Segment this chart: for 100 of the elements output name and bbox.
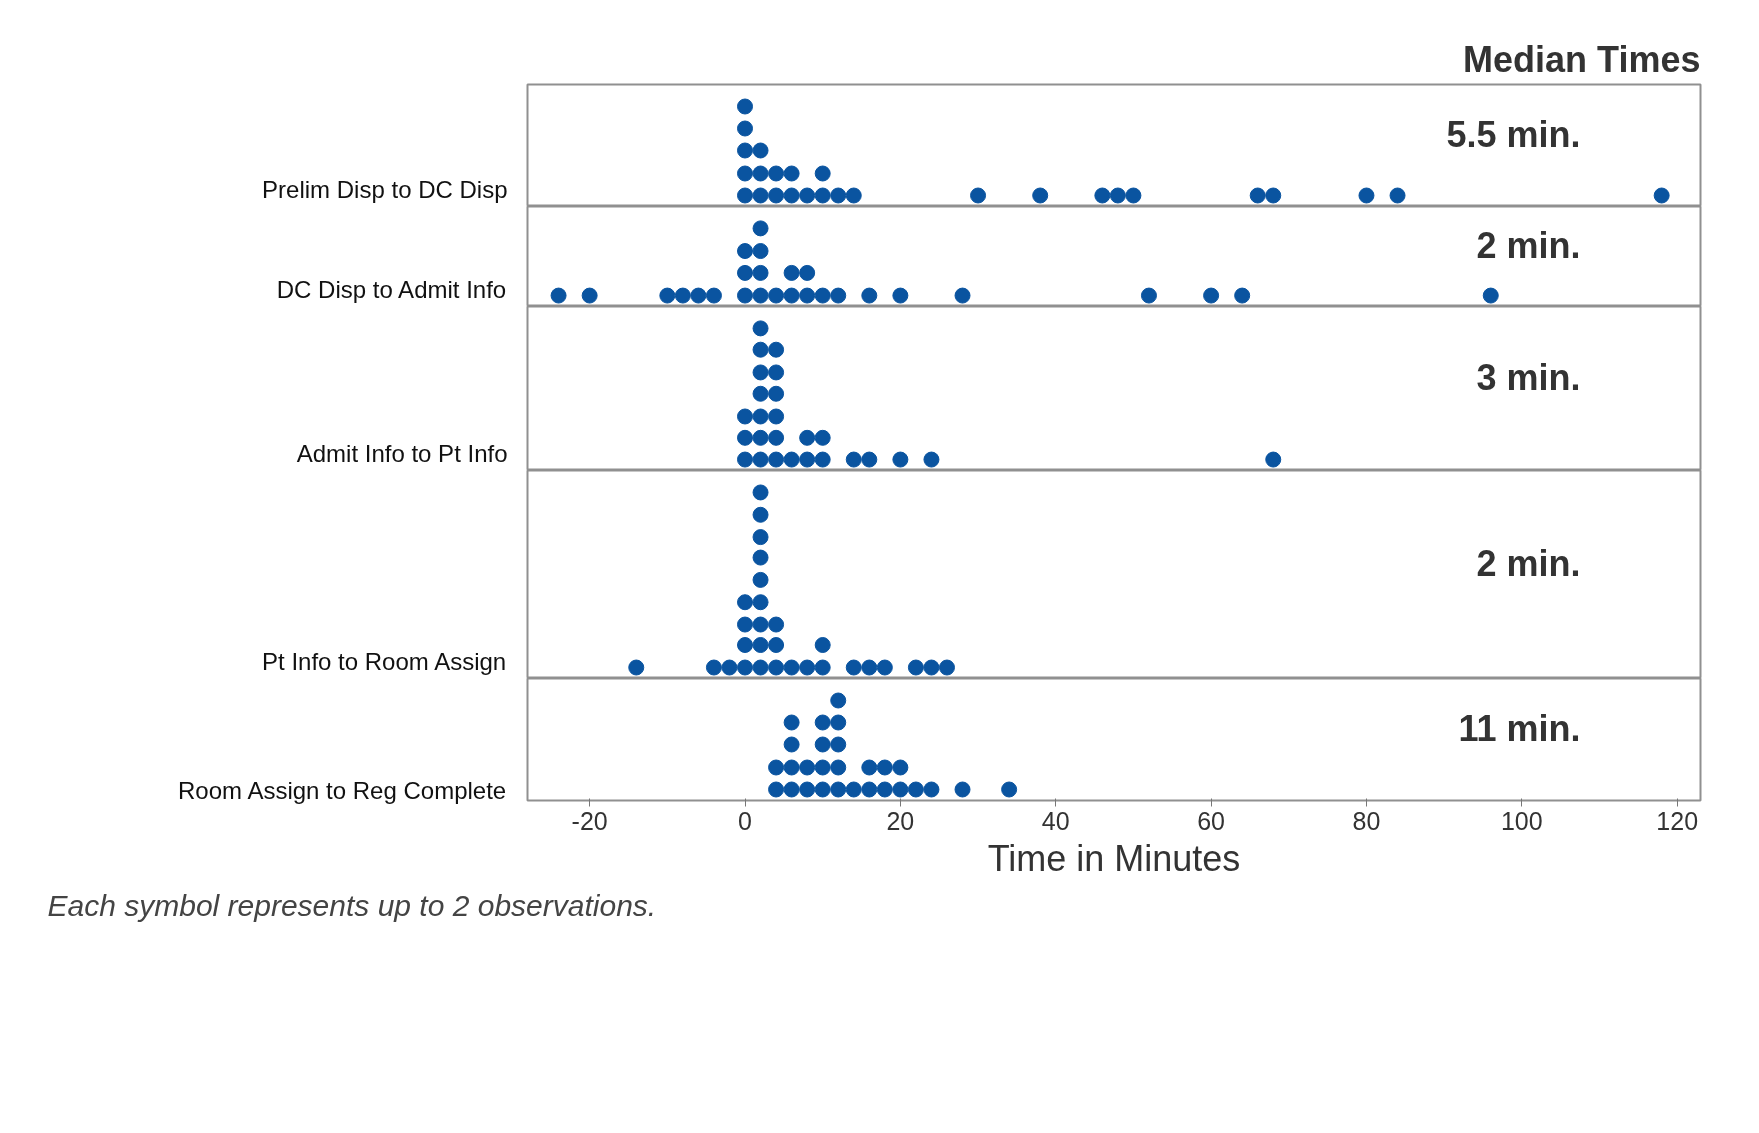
- point: [783, 451, 800, 468]
- point: [1032, 187, 1049, 204]
- point: [768, 187, 785, 204]
- point: [737, 451, 754, 468]
- point: [737, 287, 754, 304]
- point: [752, 429, 769, 446]
- point: [814, 659, 831, 676]
- point: [783, 759, 800, 776]
- point: [861, 659, 878, 676]
- point: [907, 781, 924, 798]
- point: [705, 659, 722, 676]
- point: [830, 736, 847, 753]
- point: [752, 484, 769, 501]
- point: [783, 187, 800, 204]
- point: [737, 98, 754, 115]
- point: [1389, 187, 1406, 204]
- point: [581, 287, 598, 304]
- point: [814, 781, 831, 798]
- point: [768, 165, 785, 182]
- y-axis-title: DC Disp to Admit Info: [276, 275, 507, 303]
- point: [737, 594, 754, 611]
- point: [1265, 187, 1282, 204]
- point: [1265, 451, 1282, 468]
- point: [845, 187, 862, 204]
- point: [768, 659, 785, 676]
- point: [783, 165, 800, 182]
- point: [799, 659, 816, 676]
- point: [752, 341, 769, 358]
- point: [768, 616, 785, 633]
- point: [737, 243, 754, 260]
- point: [861, 759, 878, 776]
- point: [768, 408, 785, 425]
- point: [1140, 287, 1157, 304]
- point: [799, 759, 816, 776]
- point: [814, 714, 831, 731]
- x-tick-label: 100: [1500, 806, 1543, 835]
- x-tick-label: 20: [886, 806, 915, 835]
- point: [799, 451, 816, 468]
- point: [737, 264, 754, 281]
- point: [1203, 287, 1220, 304]
- annotation: 2 min.: [1476, 225, 1581, 267]
- point: [737, 187, 754, 204]
- point: [752, 320, 769, 337]
- point: [737, 165, 754, 182]
- point: [752, 385, 769, 402]
- point: [752, 637, 769, 653]
- point: [799, 264, 816, 281]
- point: [814, 759, 831, 776]
- point: [1109, 187, 1126, 204]
- point: [783, 714, 800, 731]
- point: [705, 287, 722, 304]
- point: [768, 759, 785, 776]
- point: [659, 287, 676, 304]
- point: [876, 759, 893, 776]
- text: Each symbol represents up to 2 observations.: [47, 888, 657, 922]
- point: [830, 287, 847, 304]
- point: [1358, 187, 1375, 204]
- y-axis-title: Room Assign to Reg Complete: [178, 777, 507, 805]
- point: [768, 385, 785, 402]
- point: [814, 165, 831, 182]
- point: [783, 781, 800, 798]
- point: [799, 429, 816, 446]
- y-axis-title: Prelim Disp to DC Disp: [262, 175, 508, 203]
- annotation: 11 min.: [1458, 708, 1581, 749]
- point: [768, 451, 785, 468]
- point: [783, 287, 800, 304]
- x-axis-title: Time in Minutes: [987, 837, 1241, 879]
- point: [752, 364, 769, 381]
- point: [752, 187, 769, 204]
- point: [799, 187, 816, 204]
- point: [1482, 287, 1499, 304]
- point: [814, 451, 831, 468]
- point: [814, 637, 831, 653]
- point: [768, 287, 785, 304]
- point: [1125, 187, 1142, 204]
- point: [892, 781, 909, 798]
- point: [628, 659, 645, 676]
- annotation: 2 min.: [1476, 543, 1581, 585]
- point: [814, 287, 831, 304]
- point: [830, 781, 847, 798]
- point: [799, 781, 816, 798]
- y-axis-title: Pt Info to Room Assign: [262, 647, 507, 675]
- point: [737, 429, 754, 446]
- point: [814, 187, 831, 204]
- point: [799, 287, 816, 304]
- point: [783, 264, 800, 281]
- chart-title: Median Times: [1463, 38, 1701, 80]
- point: [752, 243, 769, 260]
- point: [737, 659, 754, 676]
- annotation: 3 min.: [1476, 357, 1581, 399]
- point: [954, 781, 971, 798]
- x-tick-label: 0: [738, 806, 752, 835]
- point: [752, 142, 769, 159]
- point: [892, 287, 909, 304]
- point: [768, 781, 785, 798]
- point: [1249, 187, 1266, 204]
- point: [783, 659, 800, 676]
- point: [1653, 187, 1670, 204]
- point: [768, 429, 785, 446]
- point: [721, 659, 738, 676]
